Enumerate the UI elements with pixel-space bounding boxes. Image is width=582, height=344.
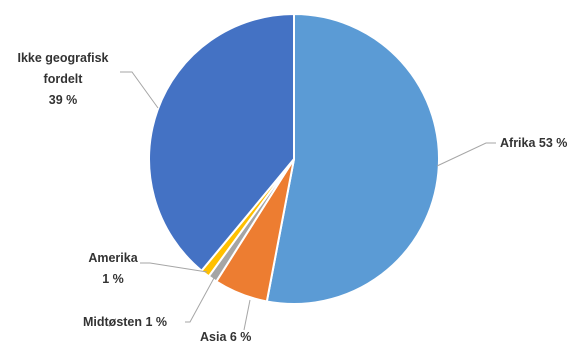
- leader-amerika: [140, 262, 208, 273]
- label-ikke-line2: fordelt: [44, 72, 84, 86]
- leader-ikke: [120, 71, 159, 109]
- pie-slice-ikke-geografisk-fordelt: [148, 12, 295, 273]
- label-ikke-pct: 39 %: [49, 93, 78, 107]
- pie-slice-afrika: [265, 12, 441, 305]
- leader-midtosten: [185, 277, 215, 323]
- label-afrika: Afrika 53 %: [500, 136, 567, 150]
- leader-asia: [243, 299, 251, 331]
- label-amerika-name: Amerika: [88, 251, 138, 265]
- pie-slices: [148, 12, 441, 305]
- label-ikke-line1: Ikke geografisk: [17, 51, 108, 65]
- label-midtosten: Midtøsten 1 %: [83, 315, 167, 329]
- label-asia: Asia 6 %: [200, 330, 251, 344]
- label-amerika-pct: 1 %: [102, 272, 124, 286]
- leader-afrika: [436, 142, 496, 167]
